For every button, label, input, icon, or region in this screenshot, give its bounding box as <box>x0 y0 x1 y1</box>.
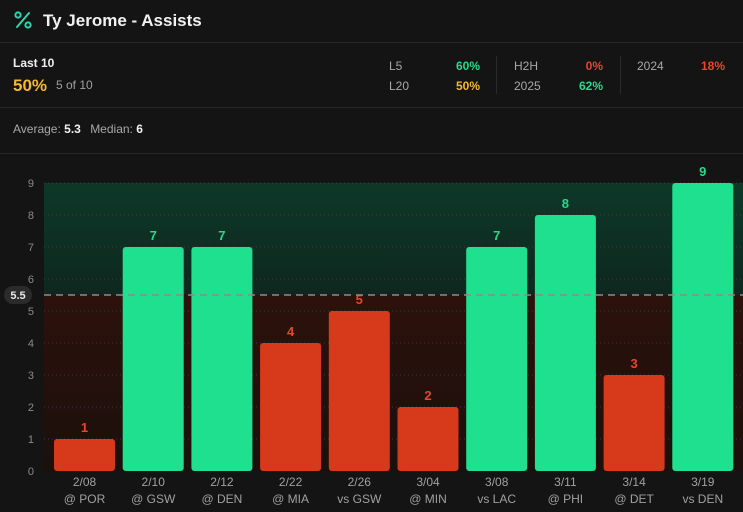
y-tick-label: 5 <box>28 306 34 318</box>
bar-under <box>397 407 459 471</box>
median-value: 6 <box>136 122 143 136</box>
bar-value-label: 8 <box>562 196 569 211</box>
x-tick-date: 2/22 <box>279 475 303 489</box>
x-tick-opponent: @ PHI <box>548 492 584 506</box>
x-tick-opponent: @ MIN <box>409 492 447 506</box>
y-tick-label: 7 <box>28 242 34 254</box>
stat-label-2025: 2025 <box>514 79 541 93</box>
stat-label-h2h: H2H <box>514 59 539 73</box>
x-tick-opponent: @ DEN <box>201 492 242 506</box>
y-tick-label: 3 <box>28 370 34 382</box>
x-tick-date: 3/04 <box>416 475 440 489</box>
bar-over <box>122 247 184 471</box>
stat-label-l5: L5 <box>389 59 403 73</box>
bar-value-label: 1 <box>81 420 88 435</box>
y-tick-label: 8 <box>28 210 34 222</box>
x-tick-opponent: vs LAC <box>477 492 516 506</box>
prop-line-label: 5.5 <box>10 290 25 302</box>
bar-under <box>54 439 115 471</box>
bar-over <box>466 247 528 471</box>
x-tick-date: 2/26 <box>348 475 372 489</box>
assists-bar-chart: 0 1 2 3 4 5 6 7 8 9 1 2/08 @ POR 7 2/10 @ GSW 7 2/12 @ DEN… <box>4 164 743 506</box>
stat-label-l20: L20 <box>389 79 410 93</box>
x-tick-opponent: vs GSW <box>337 492 382 506</box>
x-tick-date: 3/14 <box>622 475 646 489</box>
page-title: Ty Jerome - Assists <box>43 11 202 30</box>
y-tick-label: 0 <box>28 466 34 478</box>
x-tick-opponent: @ GSW <box>131 492 176 506</box>
y-tick-label: 1 <box>28 434 34 446</box>
stat-value-h2h: 0% <box>585 59 603 73</box>
y-tick-label: 6 <box>28 274 34 286</box>
x-tick-date: 3/19 <box>691 475 715 489</box>
bar-value-label: 7 <box>150 228 157 243</box>
summary-divider <box>0 107 743 108</box>
bar-value-label: 3 <box>630 356 637 371</box>
x-tick-opponent: vs DEN <box>682 492 723 506</box>
x-tick-date: 3/08 <box>485 475 509 489</box>
bar-over <box>534 215 596 471</box>
stat-value-l5: 60% <box>455 59 480 73</box>
bar-over <box>191 247 253 471</box>
x-tick-opponent: @ DET <box>614 492 654 506</box>
bar-over <box>672 183 734 471</box>
bar-under <box>603 375 665 471</box>
y-tick-label: 9 <box>28 178 34 190</box>
x-tick-date: 2/12 <box>210 475 234 489</box>
x-tick-date: 2/10 <box>142 475 166 489</box>
x-tick-opponent: @ POR <box>64 492 106 506</box>
x-tick-date: 3/11 <box>554 475 577 489</box>
bar-under <box>328 311 390 471</box>
prop-line-badge <box>4 286 32 304</box>
last10-percentage: 50% <box>13 76 48 95</box>
y-tick-label: 2 <box>28 402 34 414</box>
bar-value-label: 9 <box>699 164 706 179</box>
bar-value-label: 7 <box>493 228 500 243</box>
x-tick-opponent: @ MIA <box>272 492 309 506</box>
average-median-line: Average: 5.3 Median: 6 <box>13 122 143 136</box>
bar-under <box>260 343 322 471</box>
average-label: Average: <box>13 122 61 136</box>
average-value: 5.3 <box>64 122 81 136</box>
stat-value-2025: 62% <box>578 79 603 93</box>
y-tick-label: 4 <box>28 338 34 350</box>
stat-value-l20: 50% <box>455 79 480 93</box>
stat-label-2024: 2024 <box>637 59 664 73</box>
chart-divider <box>0 153 743 154</box>
stat-separator <box>620 56 621 94</box>
stat-separator <box>496 56 497 94</box>
bar-value-label: 2 <box>424 388 431 403</box>
percent-icon <box>14 11 32 29</box>
bar-value-label: 4 <box>287 324 295 339</box>
bar-value-label: 5 <box>356 292 363 307</box>
bar-value-label: 7 <box>218 228 225 243</box>
header-divider <box>0 42 743 43</box>
last10-count: 5 of 10 <box>56 78 93 92</box>
stat-value-2024: 18% <box>700 59 725 73</box>
header: Ty Jerome - Assists <box>0 0 743 42</box>
last10-label: Last 10 <box>13 56 55 70</box>
x-tick-date: 2/08 <box>73 475 97 489</box>
median-label: Median: <box>90 122 133 136</box>
